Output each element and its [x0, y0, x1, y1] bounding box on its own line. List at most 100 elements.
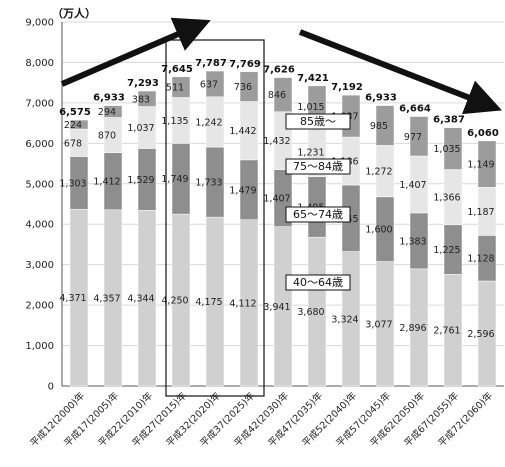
total-label: 6,387 [433, 115, 465, 126]
bar-segment [409, 116, 429, 157]
segment-value-label: 2,896 [399, 323, 426, 334]
segment-value-label: 1,529 [127, 175, 154, 186]
segment-value-label: 224 [64, 120, 82, 131]
total-label: 6,060 [467, 128, 499, 139]
segment-value-label: 1,149 [467, 160, 494, 171]
segment-value-label: 1,231 [297, 147, 324, 158]
total-label: 7,192 [331, 82, 363, 93]
segment-value-label: 1,187 [467, 207, 494, 218]
segment-value-label: 1,037 [127, 123, 154, 134]
rising-trend-arrow [60, 17, 211, 87]
total-label: 7,421 [297, 73, 329, 84]
segment-value-label: 977 [404, 132, 422, 143]
y-tick-label: 2,000 [25, 301, 54, 312]
segment-value-label: 3,941 [263, 302, 290, 313]
bars [69, 70, 497, 387]
y-tick-label: 9,000 [25, 18, 54, 29]
y-tick-label: 1,000 [25, 341, 54, 352]
segment-value-label: 1,366 [433, 193, 460, 204]
total-label: 7,645 [161, 64, 193, 75]
segment-value-label: 294 [98, 107, 116, 118]
legend-item: 40〜64歳 [285, 274, 351, 291]
segment-value-label: 4,344 [127, 294, 154, 305]
total-label: 7,769 [229, 59, 261, 70]
y-tick-label: 5,000 [25, 179, 54, 190]
y-tick-label: 6,000 [25, 139, 54, 150]
segment-value-label: 1,432 [263, 136, 290, 147]
decorations [60, 17, 502, 397]
x-axis-ticks: 平成12(2000)年平成17(2005)年平成22(2010)年平成27(20… [28, 389, 496, 449]
segment-value-label: 1,407 [263, 194, 290, 205]
legend-box [285, 206, 351, 223]
bar-segment [103, 105, 123, 118]
total-label: 7,787 [195, 58, 227, 69]
segment-value-label: 846 [268, 90, 286, 101]
bar-segment [273, 77, 293, 113]
segment-value-label: 1,272 [365, 167, 392, 178]
y-tick-label: 0 [48, 382, 54, 393]
unit-label: （万人） [52, 6, 96, 20]
segment-value-label: 4,175 [195, 297, 222, 308]
y-tick-label: 4,000 [25, 220, 54, 231]
bar-segment [375, 105, 395, 146]
y-tick-label: 3,000 [25, 260, 54, 271]
y-axis-ticks: 0 1,000 2,000 3,000 4,000 5,000 6,000 7,000 8,00… [25, 18, 54, 393]
segment-value-label: 1,035 [433, 144, 460, 155]
segment-value-label: 1,733 [195, 178, 222, 189]
segment-value-label: 383 [132, 94, 150, 105]
segment-value-label: 637 [200, 79, 218, 90]
y-tick-label: 7,000 [25, 98, 54, 109]
total-label: 7,293 [127, 78, 159, 89]
legend-label: 75〜84歳 [293, 160, 343, 173]
segment-value-label: 736 [234, 82, 252, 93]
segment-value-label: 1,225 [433, 245, 460, 256]
segment-value-label: 3,077 [365, 319, 392, 330]
total-label: 6,933 [365, 93, 397, 104]
segment-value-label: 1,128 [467, 254, 494, 265]
falling-trend-arrow [298, 29, 502, 115]
bar-segment [69, 119, 89, 130]
total-label: 6,575 [59, 107, 91, 118]
segment-value-label: 1,412 [93, 177, 120, 188]
legend-box [285, 158, 351, 175]
legend-box [285, 274, 351, 291]
segment-value-label: 1,600 [365, 225, 392, 236]
segment-value-label: 4,357 [93, 293, 120, 304]
bar-segment [171, 76, 191, 98]
segment-value-label: 870 [98, 131, 116, 142]
y-tick-label: 8,000 [25, 58, 54, 69]
segment-value-label: 511 [166, 83, 184, 94]
legend-box [285, 113, 351, 130]
segment-value-label: 1,242 [195, 117, 222, 128]
legend-label: 85歳〜 [300, 115, 336, 128]
segment-value-label: 3,324 [331, 314, 358, 325]
bar-segment [443, 127, 463, 170]
segment-value-label: 1,383 [399, 236, 426, 247]
segment-value-label: 4,371 [59, 293, 86, 304]
highlight-box [165, 39, 265, 397]
bar-segment [137, 90, 157, 107]
segment-value-label: 678 [64, 138, 82, 149]
segment-value-label: 1,303 [59, 178, 86, 189]
bar-segment [239, 71, 259, 102]
legend-item: 65〜74歳 [285, 206, 351, 223]
legend-item: 75〜84歳 [285, 158, 351, 175]
legend-label: 65〜74歳 [293, 208, 343, 221]
segment-value-label: 2,761 [433, 326, 460, 337]
segment-value-label: 1,442 [229, 126, 256, 137]
segment-value-label: 1,407 [399, 180, 426, 191]
segment-value-label: 3,680 [297, 307, 324, 318]
legend: 40〜64歳 65〜74歳 75〜84歳 85歳〜 [285, 113, 351, 291]
segment-value-label: 1,479 [229, 185, 256, 196]
segment-value-label: 1,135 [161, 116, 188, 127]
segment-value-label: 4,250 [161, 296, 188, 307]
segment-value-label: 2,596 [467, 329, 494, 340]
total-label: 6,933 [93, 93, 125, 104]
total-label: 7,626 [263, 65, 295, 76]
legend-label: 40〜64歳 [293, 276, 343, 289]
segment-value-label: 4,112 [229, 298, 256, 309]
segment-value-label: 985 [370, 121, 388, 132]
